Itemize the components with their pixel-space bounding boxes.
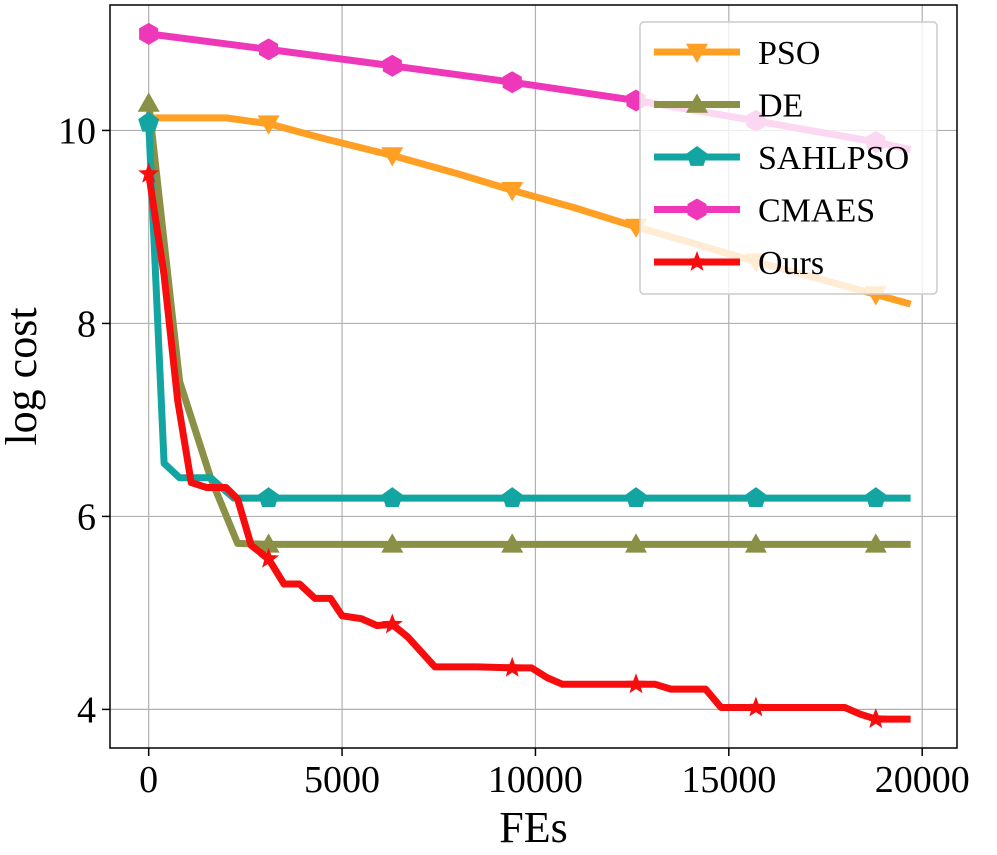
data-point-sahlpso — [501, 487, 523, 507]
data-point-cmaes — [502, 71, 522, 94]
data-point-de — [257, 533, 280, 553]
data-point-ours — [258, 547, 279, 568]
legend-item: CMAES — [654, 193, 875, 230]
legend-label: SAHLPSO — [758, 140, 909, 177]
y-tick-label: 8 — [77, 303, 96, 345]
data-point-cmaes — [259, 38, 279, 61]
data-point-ours — [138, 162, 160, 183]
series-de — [137, 92, 911, 553]
series-ours — [138, 162, 911, 728]
y-tick-label: 6 — [77, 496, 96, 538]
x-tick-label: 10000 — [488, 759, 583, 801]
data-point-sahlpso — [138, 111, 160, 132]
data-point-de — [501, 533, 524, 553]
data-point-pso — [501, 182, 524, 202]
legend-label: CMAES — [758, 193, 875, 230]
x-tick-label: 0 — [139, 759, 158, 801]
data-point-sahlpso — [745, 487, 767, 507]
data-point-de — [381, 533, 404, 553]
data-point-ours — [865, 708, 887, 728]
data-point-sahlpso — [625, 487, 647, 507]
data-point-cmaes — [382, 54, 402, 77]
legend-item: DE — [654, 88, 803, 125]
data-point-ours — [381, 613, 403, 634]
data-point-ours — [625, 673, 647, 694]
data-point-ours — [745, 696, 767, 717]
data-point-ours — [501, 656, 523, 677]
y-axis-title: log cost — [0, 307, 46, 445]
data-point-de — [625, 533, 647, 553]
y-tick-label: 4 — [77, 689, 96, 731]
data-point-pso — [257, 115, 280, 135]
data-point-sahlpso — [865, 487, 887, 507]
legend-marker-ours — [686, 251, 708, 271]
plot-frame — [109, 4, 958, 749]
series-line-ours — [145, 173, 911, 723]
x-tick-label: 20000 — [875, 759, 970, 801]
axes: 0 5000 10000 15000 20000 4 6 8 10 — [58, 110, 970, 801]
data-point-pso — [381, 147, 404, 167]
legend-label: DE — [758, 88, 803, 125]
data-point-de — [137, 92, 160, 112]
data-point-sahlpso — [381, 487, 403, 507]
x-tick-label: 5000 — [304, 759, 380, 801]
series-sahlpso — [138, 111, 911, 507]
data-point-sahlpso — [258, 487, 279, 507]
legend-marker-cmaes — [687, 198, 707, 221]
legend-label: Ours — [758, 245, 824, 282]
legend-box — [639, 21, 938, 295]
legend-label: PSO — [758, 35, 820, 72]
legend-item: Ours — [654, 245, 824, 282]
legend-marker-sahlpso — [686, 146, 708, 166]
x-axis-title: FEs — [499, 803, 567, 852]
legend: PSO DE SAHLPSO CMAES Ours — [639, 21, 938, 295]
data-point-de — [744, 533, 767, 553]
legend-item: SAHLPSO — [654, 140, 909, 177]
x-tick-label: 15000 — [681, 759, 776, 801]
data-point-de — [864, 533, 887, 553]
legend-item: PSO — [654, 35, 820, 72]
legend-marker-de — [686, 93, 708, 113]
data-point-cmaes — [139, 22, 159, 45]
legend-marker-pso — [686, 43, 708, 63]
series-line-sahlpso — [145, 122, 911, 502]
y-tick-label: 10 — [58, 110, 96, 152]
